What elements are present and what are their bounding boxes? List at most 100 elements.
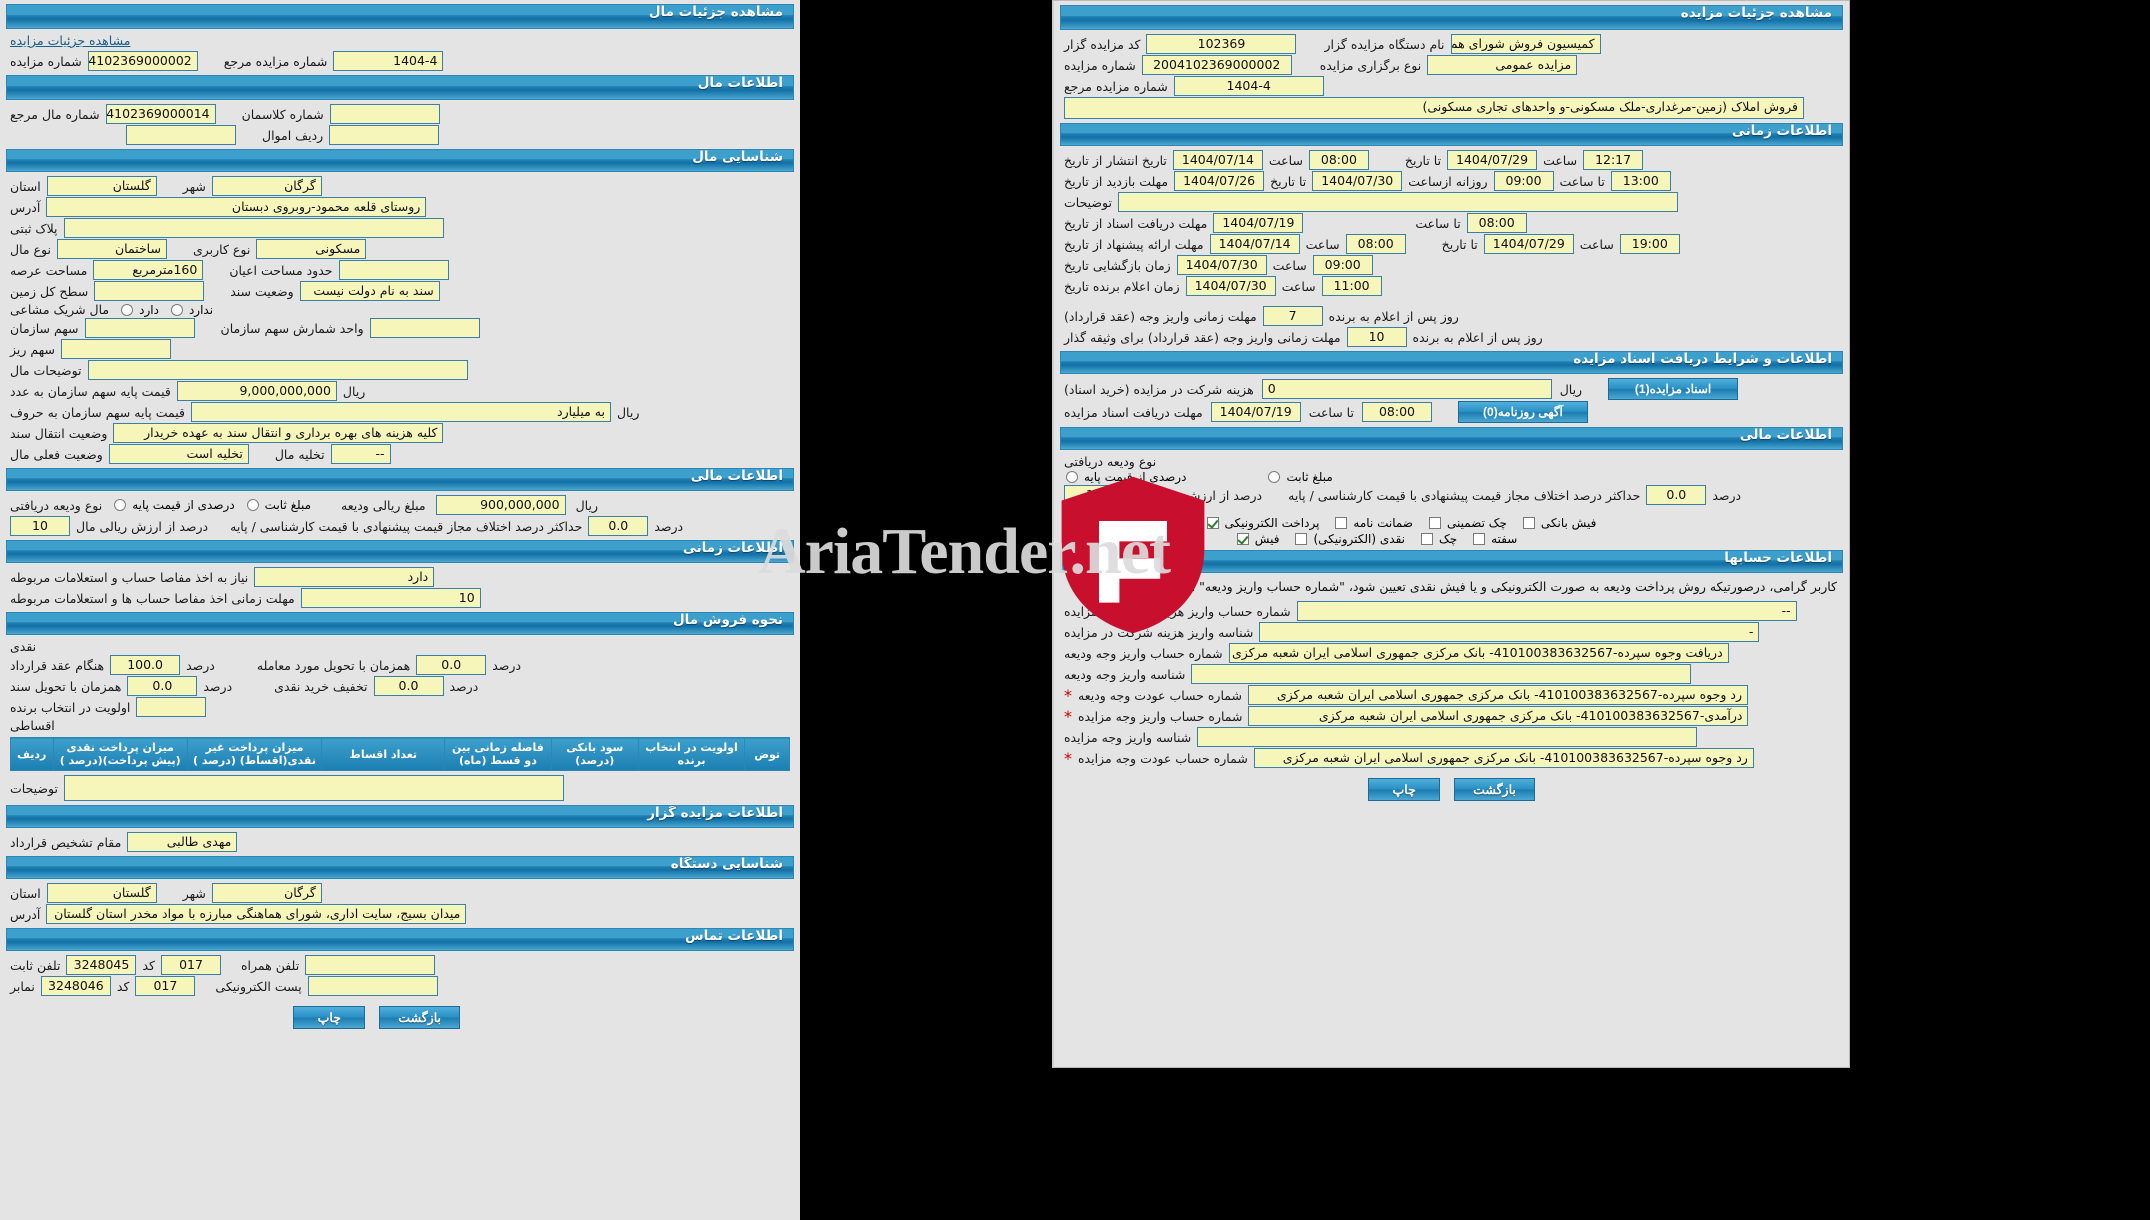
fixed-amount-option-right[interactable]: مبلغ ثابت <box>1266 470 1333 484</box>
mobile-field[interactable] <box>305 955 436 975</box>
auction-type-field[interactable]: مزایده عمومی <box>1427 55 1578 75</box>
account-field-2[interactable]: دریافت وجوه سپرده-410100383632567- بانک … <box>1228 643 1729 663</box>
deposit-method-electronic[interactable]: پرداخت الکترونیکی <box>1205 516 1319 530</box>
agency-city-field[interactable]: گرگان <box>211 883 322 903</box>
bid-from-date-field[interactable]: 1404/07/14 <box>1209 234 1300 254</box>
account-field-1[interactable]: - <box>1259 622 1760 642</box>
base-price-number-field[interactable]: 9,000,000,000 <box>176 381 337 401</box>
desc-field[interactable] <box>63 775 564 801</box>
percent-of-base-option-right[interactable]: درصدی از قیمت پایه <box>1064 470 1186 484</box>
remarks-field-right[interactable] <box>1117 192 1678 212</box>
tel-field[interactable]: 3248045 <box>66 955 137 975</box>
percent-of-base-radio[interactable] <box>114 499 127 511</box>
max-diff-field[interactable]: 0.0 <box>588 516 649 536</box>
visit-from-date-field[interactable]: 1404/07/26 <box>1174 171 1265 191</box>
total-land-field[interactable] <box>94 281 205 301</box>
doc-status-field[interactable]: سند به نام دولت نیست <box>299 281 440 301</box>
vacate-field[interactable]: -- <box>330 444 391 464</box>
view-auction-details-link[interactable]: مشاهده جزئیات مزایده <box>10 33 131 48</box>
docs-receive-time-field[interactable]: 08:00 <box>1361 402 1432 422</box>
asset-type-field[interactable]: ساختمان <box>56 239 167 259</box>
cash-contract-field[interactable]: 100.0 <box>110 655 181 675</box>
base-price-words-field[interactable]: به میلیارد <box>190 402 611 422</box>
fixed-amount-option[interactable]: مبلغ ثابت <box>245 498 311 512</box>
asset-ref-number-field[interactable]: 2104102369000014 <box>105 104 216 124</box>
visit-from-time-field[interactable]: 09:00 <box>1493 171 1554 191</box>
visit-to-time-field[interactable]: 13:00 <box>1610 171 1671 191</box>
shared-hasnot-option[interactable]: ندارد <box>169 303 213 317</box>
winner-time-field[interactable]: 11:00 <box>1321 276 1382 296</box>
payment-method-check[interactable]: چک <box>1419 532 1457 546</box>
docs-receive-date-field[interactable]: 1404/07/19 <box>1210 402 1301 422</box>
deposit-amount-field[interactable]: 900,000,000 <box>435 495 566 515</box>
asset-row-right-field[interactable] <box>126 125 236 145</box>
account-field-3[interactable] <box>1191 664 1692 684</box>
auctioneer-code-field[interactable]: 102369 <box>1146 34 1297 54</box>
agency-province-field[interactable]: گلستان <box>46 883 157 903</box>
opening-date-field[interactable]: 1404/07/30 <box>1176 255 1267 275</box>
deposit-method-electronic-checkbox[interactable] <box>1206 516 1219 529</box>
deadline-winner-field[interactable]: 7 <box>1262 306 1323 326</box>
shared-has-radio[interactable] <box>121 303 134 316</box>
publish-from-time-field[interactable]: 08:00 <box>1308 150 1369 170</box>
auctioneer-name-field[interactable]: کمیسیون فروش شورای هم <box>1450 34 1601 54</box>
participation-fee-field[interactable]: 0 <box>1261 379 1552 399</box>
payment-method-promissory[interactable]: سفته <box>1471 532 1517 546</box>
doc-delivery-field[interactable]: 0.0 <box>127 676 198 696</box>
print-button-left[interactable]: چاپ <box>293 1006 366 1029</box>
asset-row-field[interactable] <box>329 125 440 145</box>
auction-number-field[interactable]: 2004102369000002 <box>87 51 198 71</box>
account-field-4[interactable]: رد وجوه سپرده-410100383632567- بانک مرکز… <box>1247 685 1748 705</box>
percent-of-asset-field-right[interactable]: 10 <box>1064 485 1124 505</box>
auction-documents-button[interactable]: اسناد مزایده(1) <box>1608 378 1739 400</box>
org-share-unit-field[interactable] <box>369 318 480 338</box>
clearance-days-field[interactable]: 10 <box>300 588 481 608</box>
asset-desc-field[interactable] <box>87 360 468 380</box>
city-field[interactable]: گرگان <box>211 176 322 196</box>
agency-address-field[interactable]: میدان بسیج، سایت اداری، شورای هماهنگی مب… <box>46 904 467 924</box>
land-area-field[interactable]: 160مترمربع <box>93 260 204 280</box>
account-field-5[interactable]: درآمدی-410100383632567- بانک مرکزی جمهور… <box>1248 706 1749 726</box>
cash-delivery-field[interactable]: 0.0 <box>416 655 487 675</box>
print-button-right[interactable]: چاپ <box>1368 778 1441 801</box>
opening-time-field[interactable]: 09:00 <box>1312 255 1373 275</box>
publish-to-time-field[interactable]: 12:17 <box>1583 150 1644 170</box>
classman-field[interactable] <box>329 104 440 124</box>
payment-method-promissory-checkbox[interactable] <box>1473 532 1486 545</box>
contract-officer-field[interactable]: مهدی طالبی <box>127 832 238 852</box>
account-field-7[interactable]: رد وجوه سپرده-410100383632567- بانک مرکز… <box>1253 748 1754 768</box>
publish-from-date-field[interactable]: 1404/07/14 <box>1172 150 1263 170</box>
payment-method-check-checkbox[interactable] <box>1420 532 1433 545</box>
email-field[interactable] <box>307 976 438 996</box>
address-field[interactable]: روستای قلعه محمود-روبروی دبستان <box>46 197 427 217</box>
ref-number-field[interactable]: 1404-4 <box>333 51 444 71</box>
payment-method-receipt[interactable]: فیش <box>1235 532 1279 546</box>
deposit-method-guaranteed-check[interactable]: چک تضمینی <box>1427 516 1507 530</box>
deposit-method-guarantee-letter-checkbox[interactable] <box>1335 516 1348 529</box>
auction-title-field[interactable]: فروش املاک (زمین-مرغداری-ملک مسکونی-و وا… <box>1064 97 1804 119</box>
fax-code-field[interactable]: 017 <box>135 976 196 996</box>
winner-date-field[interactable]: 1404/07/30 <box>1185 276 1276 296</box>
percent-of-base-radio-right[interactable] <box>1066 471 1078 483</box>
payment-method-electronic-cash[interactable]: نقدی (الکترونیکی) <box>1293 532 1405 546</box>
percent-of-asset-field-left[interactable]: 10 <box>10 516 70 536</box>
org-share-field[interactable] <box>84 318 195 338</box>
fixed-amount-radio[interactable] <box>246 499 259 511</box>
ref-number-field-right[interactable]: 1404-4 <box>1173 76 1324 96</box>
newspaper-notice-button[interactable]: آگهی روزنامه(0) <box>1457 401 1588 423</box>
percent-of-base-option[interactable]: درصدی از قیمت پایه <box>112 498 235 512</box>
province-field[interactable]: گلستان <box>46 176 157 196</box>
account-field-6[interactable] <box>1197 727 1698 747</box>
priority-field[interactable] <box>136 697 207 717</box>
usage-field[interactable]: مسکونی <box>256 239 367 259</box>
shared-has-option[interactable]: دارد <box>119 303 159 317</box>
payment-method-receipt-checkbox[interactable] <box>1236 532 1249 545</box>
building-area-field[interactable] <box>338 260 449 280</box>
payment-method-electronic-cash-checkbox[interactable] <box>1295 532 1308 545</box>
docs-to-time-field[interactable]: 08:00 <box>1466 213 1527 233</box>
bid-to-date-field[interactable]: 1404/07/29 <box>1483 234 1574 254</box>
need-clearance-field[interactable]: دارد <box>254 567 435 587</box>
account-field-0[interactable]: -- <box>1296 601 1797 621</box>
deposit-method-guaranteed-check-checkbox[interactable] <box>1429 516 1441 529</box>
deposit-method-bank-receipt-checkbox[interactable] <box>1522 516 1535 529</box>
